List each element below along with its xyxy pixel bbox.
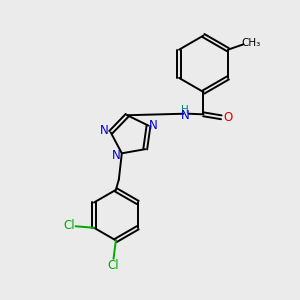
Text: N: N <box>100 124 109 137</box>
Text: N: N <box>181 109 189 122</box>
Text: H: H <box>181 105 189 115</box>
Text: N: N <box>112 149 121 162</box>
Text: Cl: Cl <box>108 259 119 272</box>
Text: O: O <box>223 111 232 124</box>
Text: Cl: Cl <box>63 219 75 232</box>
Text: CH₃: CH₃ <box>242 38 261 48</box>
Text: N: N <box>149 119 158 132</box>
